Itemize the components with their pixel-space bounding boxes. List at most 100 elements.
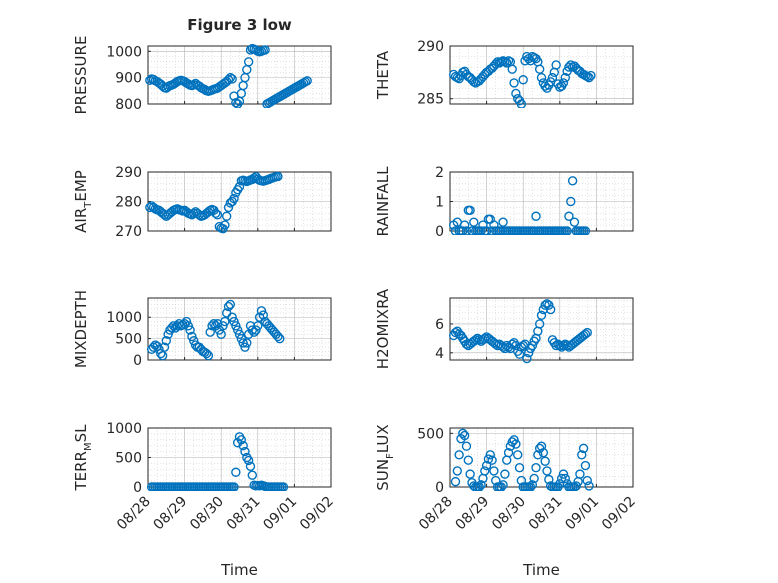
x-tick-label: 09/02 <box>599 494 639 534</box>
data-point <box>511 439 521 449</box>
data-point <box>461 441 472 451</box>
data-point <box>545 304 556 315</box>
y-tick-label: 285 <box>417 92 444 108</box>
data-point <box>476 480 486 490</box>
data-point <box>489 466 499 476</box>
data-point <box>551 60 561 70</box>
data-point <box>242 338 252 348</box>
data-point <box>201 348 212 359</box>
data-point <box>556 473 567 484</box>
data-point <box>531 211 541 221</box>
subplot-rainfall: 0 1 2 RAINFALL <box>374 165 634 240</box>
data-series <box>448 176 591 235</box>
x-tick-label: 09/02 <box>297 494 337 534</box>
data-point <box>258 310 268 320</box>
data-point <box>232 325 243 335</box>
data-point <box>236 435 247 445</box>
data-point <box>578 443 589 454</box>
y-tick-label: 500 <box>115 332 142 348</box>
data-point <box>231 321 241 331</box>
data-point <box>205 327 215 337</box>
data-point <box>253 321 263 331</box>
data-series <box>146 299 285 361</box>
data-point <box>560 72 570 83</box>
data-point <box>500 469 510 479</box>
y-tick-label: 4 <box>435 346 444 362</box>
y-tick-label: 1000 <box>106 44 142 60</box>
y-tick-label: 500 <box>417 426 444 442</box>
data-point <box>516 99 527 108</box>
y-tick-label: 1000 <box>106 310 142 326</box>
data-point <box>223 75 234 85</box>
x-tick-label: 08/28 <box>114 494 154 534</box>
data-point <box>187 331 197 342</box>
data-point <box>458 226 468 235</box>
data-point <box>567 176 578 186</box>
data-point <box>544 474 554 485</box>
data-point <box>534 319 545 329</box>
data-series <box>448 299 592 364</box>
data-point <box>227 74 237 84</box>
data-point <box>238 441 248 451</box>
data-point <box>209 318 219 329</box>
data-point <box>507 64 517 74</box>
data-series <box>448 51 596 108</box>
data-point <box>575 469 585 479</box>
data-point <box>458 428 468 439</box>
y-tick-label: 290 <box>115 165 142 181</box>
y-tick-label: 1 <box>435 195 444 211</box>
data-point <box>260 45 270 55</box>
data-series <box>145 43 312 108</box>
data-point <box>514 462 525 473</box>
data-point <box>566 196 576 207</box>
x-tick-label: 08/31 <box>526 494 566 534</box>
x-axis-label: Time <box>522 561 560 579</box>
subplot-mixdepth: 0 500 1000 MIXDEPTH <box>72 290 332 369</box>
data-point <box>503 447 514 458</box>
data-point <box>148 342 159 352</box>
y-axis-label: SUNFLUX <box>374 424 396 490</box>
data-point <box>577 450 587 460</box>
axes-frame <box>449 297 634 361</box>
data-point <box>527 480 538 490</box>
data-point <box>461 226 472 235</box>
data-point <box>580 226 591 235</box>
data-point <box>542 466 552 476</box>
data-point <box>459 430 470 441</box>
data-point <box>536 441 547 451</box>
subplot-airtemp: 270 280 290 AIRTEMP <box>72 165 332 240</box>
subplot-theta: 285 290 THETA <box>374 39 634 108</box>
data-point <box>225 72 236 83</box>
data-series <box>450 428 594 491</box>
data-point <box>256 306 267 316</box>
data-point <box>529 473 539 484</box>
y-axis-label: RAINFALL <box>374 166 392 237</box>
data-point <box>562 226 572 235</box>
plot-title: Figure 3 low <box>187 16 292 34</box>
data-point <box>525 482 536 491</box>
y-tick-label: 270 <box>115 224 142 240</box>
data-point <box>476 226 486 235</box>
data-point <box>487 455 497 465</box>
data-point <box>498 480 508 490</box>
data-point <box>452 466 463 476</box>
data-point <box>498 217 508 227</box>
data-point <box>207 321 217 331</box>
y-tick-label: 6 <box>435 317 444 333</box>
data-point <box>157 351 168 361</box>
data-point <box>240 342 250 352</box>
y-tick-label: 900 <box>115 71 142 87</box>
x-tick-label: 08/30 <box>489 494 529 534</box>
data-point <box>220 220 230 230</box>
data-point <box>474 482 484 491</box>
data-series <box>145 171 283 234</box>
x-tick-label: 08/28 <box>416 494 456 534</box>
data-point <box>212 210 223 220</box>
data-point <box>522 353 532 364</box>
data-point <box>463 455 473 465</box>
data-series <box>146 432 289 491</box>
y-tick-label: 2 <box>435 165 444 181</box>
data-point <box>511 88 521 99</box>
